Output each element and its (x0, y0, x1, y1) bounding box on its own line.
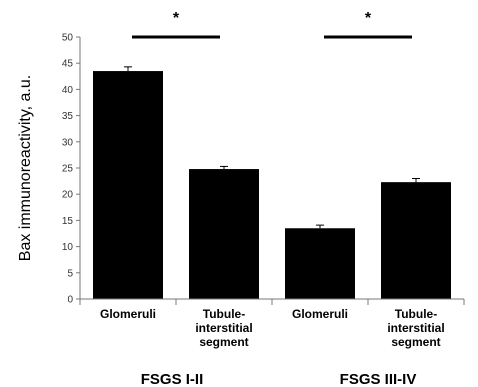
significance-star-1: * (173, 10, 180, 27)
y-tick-label-30: 30 (62, 137, 74, 148)
y-tick-label-45: 45 (62, 59, 74, 70)
y-tick-label-10: 10 (62, 242, 74, 253)
y-axis: 0 5 10 15 20 25 30 35 40 45 50 (62, 33, 81, 306)
category-label-3-line-1: Glomeruli (292, 307, 348, 321)
y-tick-label-40: 40 (62, 85, 74, 96)
category-label-2-line-1: Tubule- (203, 307, 245, 321)
category-label-2-line-2: interstitial (195, 321, 252, 335)
category-label-4-line-2: interstitial (387, 321, 444, 335)
y-tick-label-35: 35 (62, 111, 74, 122)
category-label-2-line-3: segment (199, 335, 248, 349)
bar-4 (381, 182, 451, 299)
bars (93, 66, 451, 299)
significance-markers: * * (132, 10, 412, 39)
bar-3 (285, 228, 355, 299)
category-label-1-line-1: Glomeruli (100, 307, 156, 321)
x-axis: Glomeruli Tubule-interstitialsegmentGlome… (79, 298, 465, 349)
category-label-4-line-1: Tubule- (395, 307, 437, 321)
category-label-4-line-3: segment (391, 335, 440, 349)
y-tick-label-5: 5 (67, 268, 73, 279)
y-tick-label-0: 0 (67, 295, 73, 306)
significance-star-2: * (365, 10, 372, 27)
group-label-1: FSGS I-II (141, 371, 204, 387)
bar-1 (93, 71, 163, 299)
y-tick-label-25: 25 (62, 164, 74, 175)
bar-2 (189, 169, 259, 299)
y-axis-title: Bax immunoreactivity, a.u. (17, 75, 34, 261)
group-label-2: FSGS III-IV (340, 371, 417, 387)
y-tick-label-50: 50 (62, 33, 74, 44)
y-tick-label-15: 15 (62, 216, 74, 227)
y-tick-label-20: 20 (62, 190, 74, 201)
